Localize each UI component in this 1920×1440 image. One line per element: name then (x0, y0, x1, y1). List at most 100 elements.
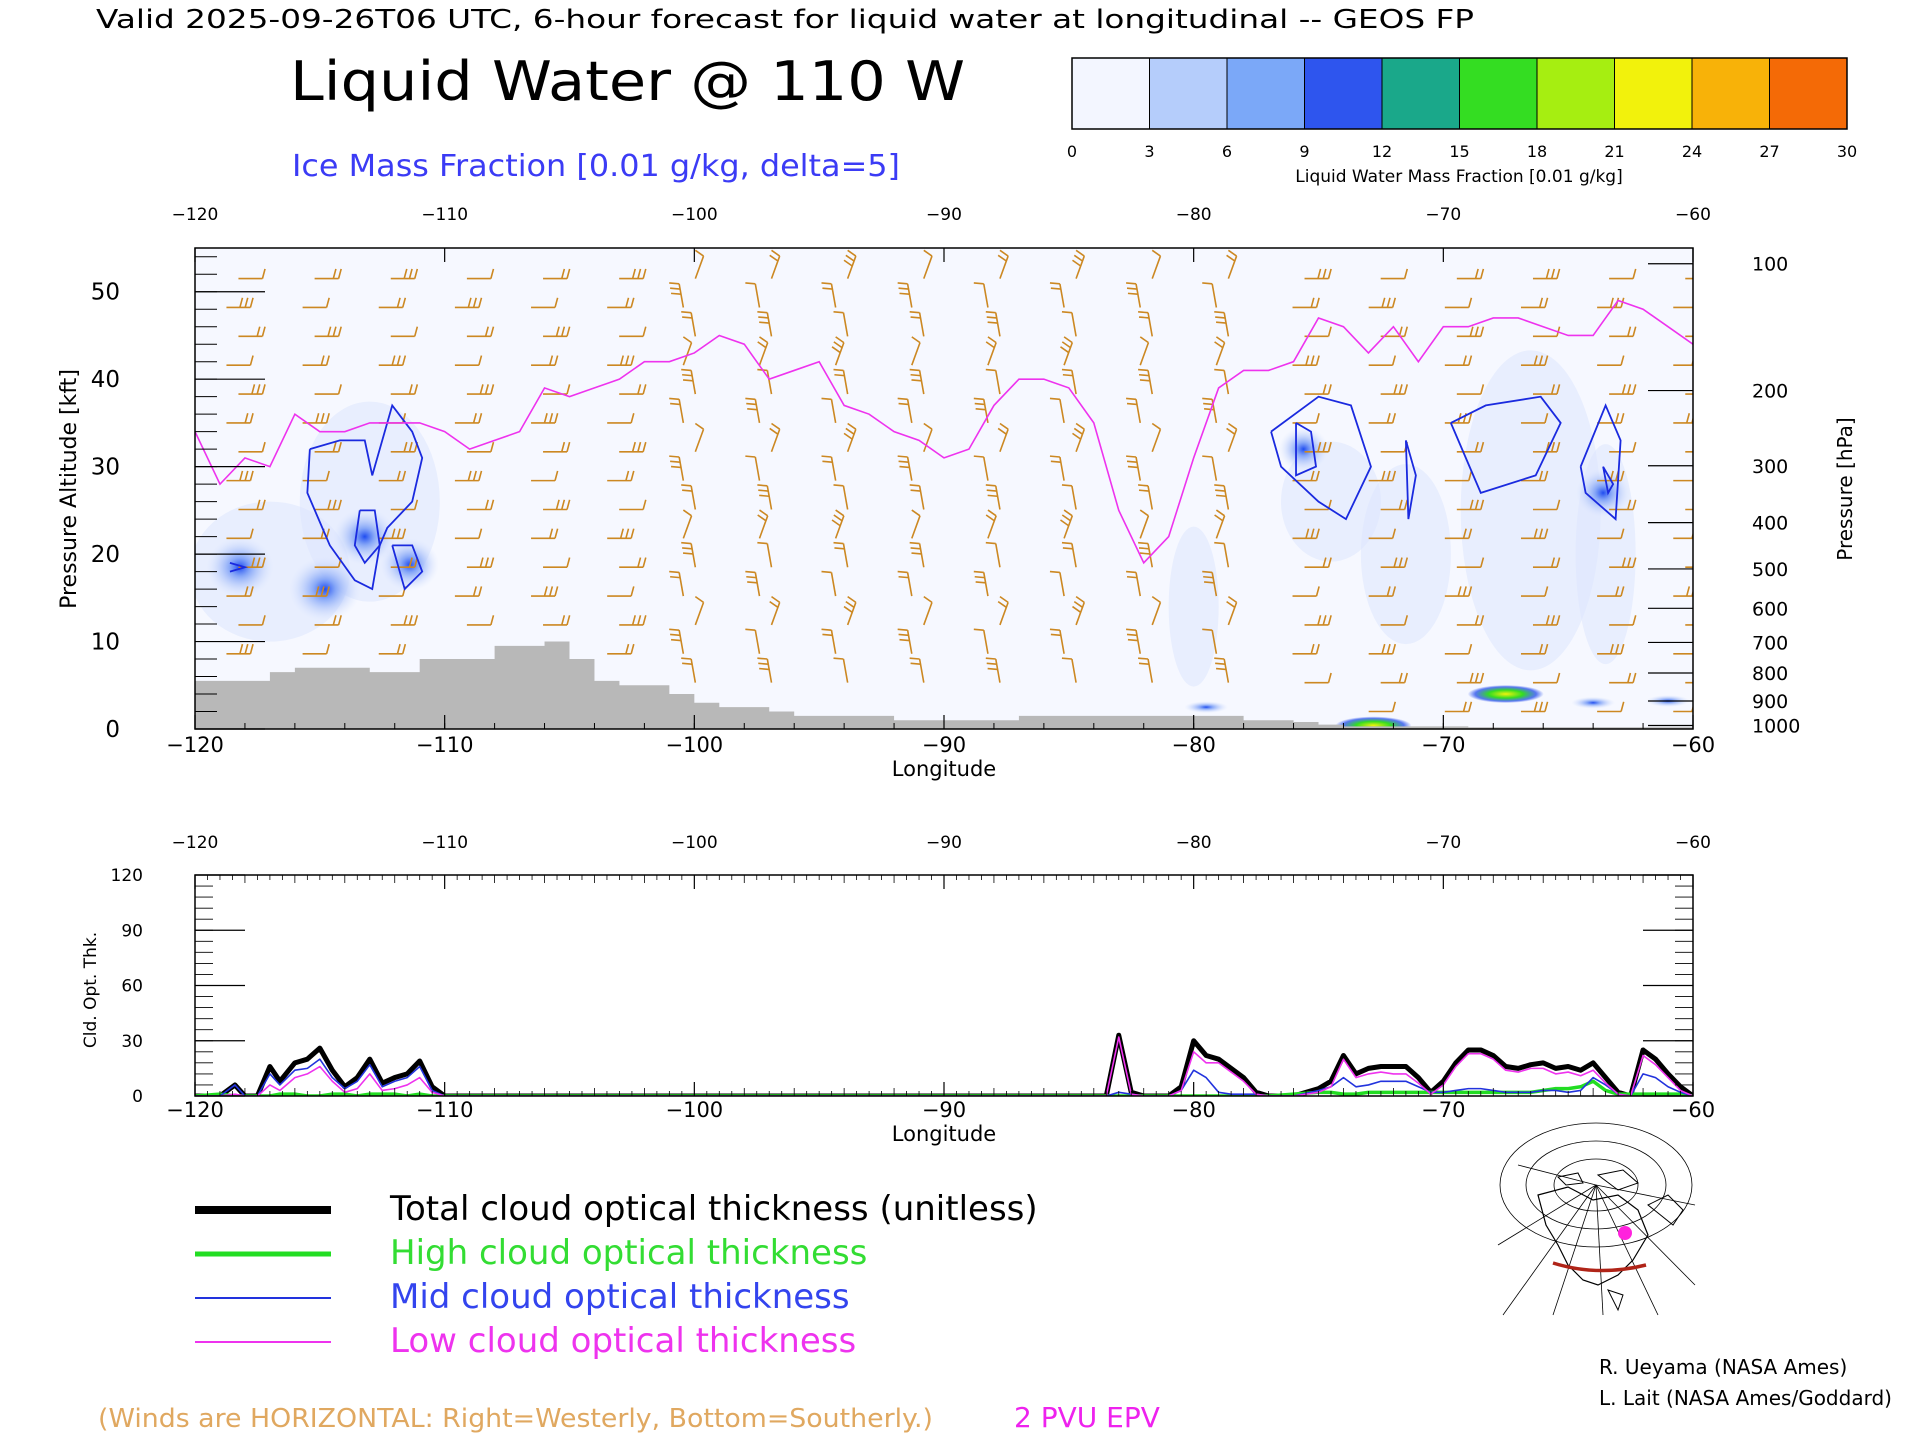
wind-barb-shaft (1223, 658, 1230, 683)
wind-barb (821, 570, 837, 597)
wind-barb-shaft (842, 485, 849, 510)
wind-barb-feather (670, 402, 681, 406)
ice-contour (1579, 403, 1622, 521)
wind-barb-shaft (694, 428, 705, 453)
wind-barb-shaft (1135, 456, 1142, 481)
wind-barb (833, 484, 849, 510)
wind-barb-feather (1050, 287, 1061, 290)
wind-barb-feather (1474, 268, 1479, 279)
wind-barb-feather (985, 368, 996, 372)
wind-barb (911, 509, 921, 539)
wind-barb-feather (694, 249, 705, 257)
colorbar-cell (1692, 58, 1770, 129)
wind-barb-feather (1632, 615, 1637, 626)
wind-barb-shaft (918, 312, 925, 337)
wind-barb (1456, 326, 1485, 338)
wind-barb-feather (1317, 441, 1322, 452)
wind-barb-feather (843, 432, 853, 440)
wind-barb-feather (560, 326, 566, 337)
wind-barb-feather (909, 541, 920, 545)
wind-barb (757, 541, 773, 568)
wind-barb-feather (1215, 336, 1226, 344)
wind-barb-feather (1322, 557, 1327, 568)
wind-barb (1520, 586, 1549, 597)
wind-barb-feather (682, 509, 693, 517)
credit-ueyama: R. Ueyama (NASA Ames) (1599, 1355, 1847, 1379)
wind-barb-feather (682, 552, 694, 555)
wind-barb (1151, 595, 1162, 626)
wind-barb-feather (897, 570, 908, 574)
wind-barb-shaft (906, 630, 913, 654)
bottom-y-tick-label: 120 (111, 866, 143, 886)
wind-barb-feather (759, 509, 769, 517)
wind-barb-feather (554, 470, 559, 481)
wind-barb-feather (681, 311, 692, 314)
wind-barb (378, 355, 407, 366)
wind-barb (757, 484, 773, 510)
wind-barb-feather (669, 397, 680, 401)
wind-barb-shaft (918, 485, 925, 510)
legend-label: Mid cloud optical thickness (390, 1277, 850, 1317)
wind-barb (997, 422, 1009, 453)
wind-barb-feather (1061, 541, 1072, 545)
wind-barb-feather (986, 662, 997, 666)
wind-barb (378, 470, 407, 482)
wind-barb-feather (472, 297, 477, 308)
wind-barb-feather (694, 422, 705, 430)
wind-barb-feather (845, 427, 855, 435)
wind-barb-feather (490, 615, 495, 626)
wind-barb-shaft (758, 342, 769, 366)
wind-barb-feather (1468, 643, 1473, 654)
x-tick-label-top: −80 (1176, 205, 1212, 225)
wind-barb-feather (898, 460, 909, 463)
wind-barb-shaft (1215, 515, 1226, 539)
wind-barb-feather (986, 316, 997, 319)
pressure-tick-label: 500 (1752, 559, 1788, 581)
wind-barb-feather (669, 628, 680, 631)
wind-barb (897, 570, 913, 597)
wind-barb-feather (251, 557, 256, 568)
wind-barb (973, 628, 989, 654)
wind-barb-shaft (830, 456, 837, 481)
y-tick-label: 10 (91, 630, 120, 656)
wind-barb (1072, 595, 1086, 626)
wind-barb-feather (1632, 384, 1637, 395)
wind-barb-feather (315, 586, 320, 597)
wind-barb (302, 643, 330, 655)
wind-barb-feather (746, 575, 757, 579)
pressure-tick-label: 300 (1752, 456, 1788, 478)
wind-barb-shaft (1063, 515, 1074, 539)
wind-barb-feather (256, 384, 261, 395)
wind-barb (681, 541, 697, 568)
wind-barb-feather (1474, 326, 1479, 337)
wind-barb (973, 397, 989, 424)
wind-barb (1685, 335, 1693, 338)
wind-barb-feather (325, 586, 330, 597)
wind-barb (607, 355, 635, 366)
wind-barb-feather (261, 326, 266, 337)
wind-barb-feather (833, 541, 844, 545)
wind-barb (1138, 484, 1154, 510)
wind-barb-feather (1474, 499, 1479, 510)
wind-barb-feather (490, 326, 495, 337)
wind-barb-feather (1138, 541, 1149, 545)
wind-barb-feather (1322, 384, 1327, 395)
wind-barb-feather (923, 595, 933, 604)
colorbar-tick-label: 9 (1299, 142, 1309, 161)
wind-barb (1368, 297, 1397, 309)
wind-barb-feather (1469, 326, 1474, 337)
wind-barb-feather (396, 643, 401, 654)
wind-barb-feather (337, 268, 342, 279)
wind-barb-feather (1062, 373, 1073, 377)
wind-barb-feather (910, 662, 921, 666)
x-tick-label: −80 (1172, 733, 1216, 757)
wind-barb-feather (642, 441, 647, 452)
wind-barb-feather (1381, 297, 1386, 308)
wind-barb (1060, 509, 1074, 539)
wind-barb-feather (1216, 667, 1227, 671)
wind-barb (1292, 297, 1320, 309)
wind-barb-feather (403, 268, 408, 279)
wind-barb-feather (1139, 552, 1150, 555)
wind-barb (694, 249, 705, 279)
ice-fraction-shading (1460, 350, 1601, 671)
